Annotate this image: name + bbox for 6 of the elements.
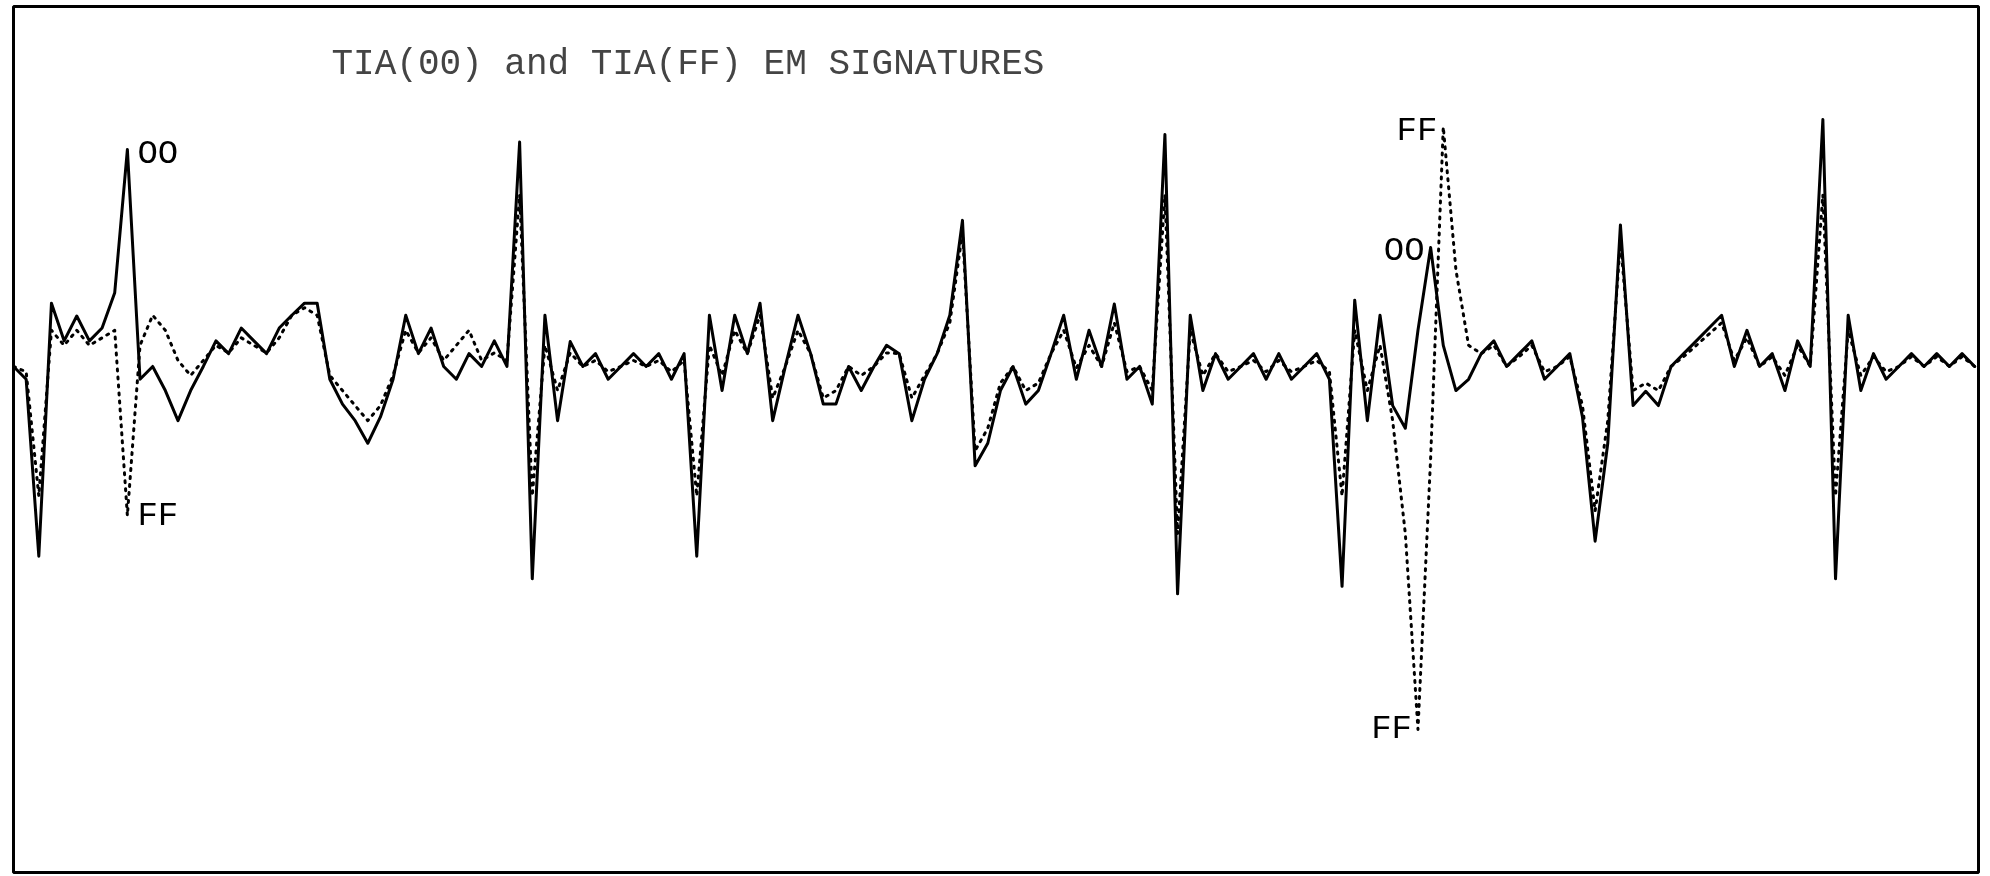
series-label: OO	[1383, 232, 1425, 271]
chart-title: TIA(00) and TIA(FF) EM SIGNATURES	[331, 44, 1045, 85]
text: FF	[137, 496, 179, 535]
text: OO	[137, 134, 179, 173]
text: FF	[1396, 111, 1438, 150]
series-label: FF	[1371, 710, 1412, 749]
